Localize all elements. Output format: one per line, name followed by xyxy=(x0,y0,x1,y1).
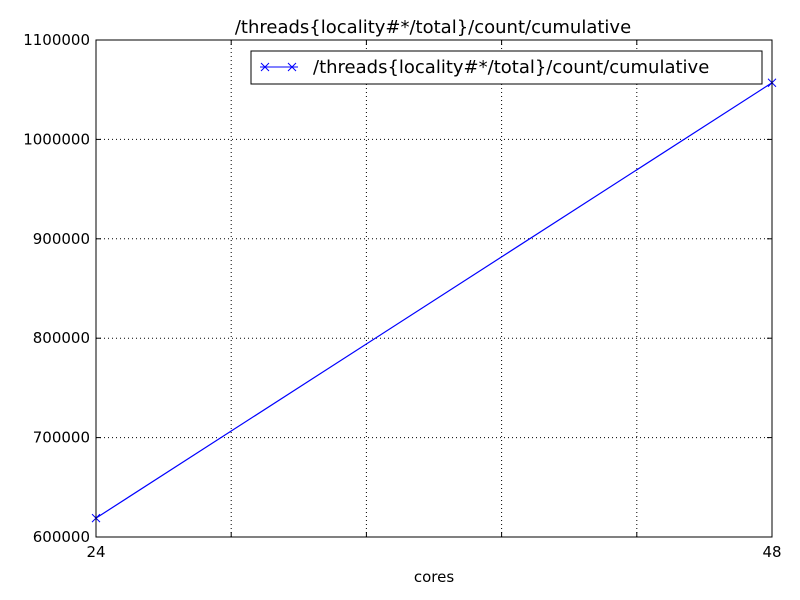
grid xyxy=(96,40,772,537)
y-tick-label: 900000 xyxy=(33,230,90,248)
series-line xyxy=(95,82,773,519)
legend: /threads{locality#*/total}/count/cumulat… xyxy=(250,50,763,85)
legend-marker xyxy=(260,62,270,72)
y-tick-label: 700000 xyxy=(33,429,90,447)
legend-markers xyxy=(260,62,297,72)
y-tick-label: 600000 xyxy=(33,528,90,546)
plot-frame xyxy=(95,39,773,538)
y-tick-label: 1000000 xyxy=(23,130,90,148)
legend-marker xyxy=(287,62,297,72)
axis-ticks: 600000 700000 800000 900000 1000000 1100000 24… xyxy=(23,31,781,561)
chart-title: /threads{locality#*/total}/count/cumulat… xyxy=(235,17,631,38)
legend-entry-label: /threads{locality#*/total}/count/cumulat… xyxy=(313,57,709,78)
y-tick-label: 1100000 xyxy=(23,31,90,49)
x-tick-label: 24 xyxy=(86,543,105,561)
x-axis-label: cores xyxy=(414,568,454,586)
y-tick-label: 800000 xyxy=(33,329,90,347)
legend-box xyxy=(250,50,763,85)
x-tick-label: 48 xyxy=(762,543,781,561)
